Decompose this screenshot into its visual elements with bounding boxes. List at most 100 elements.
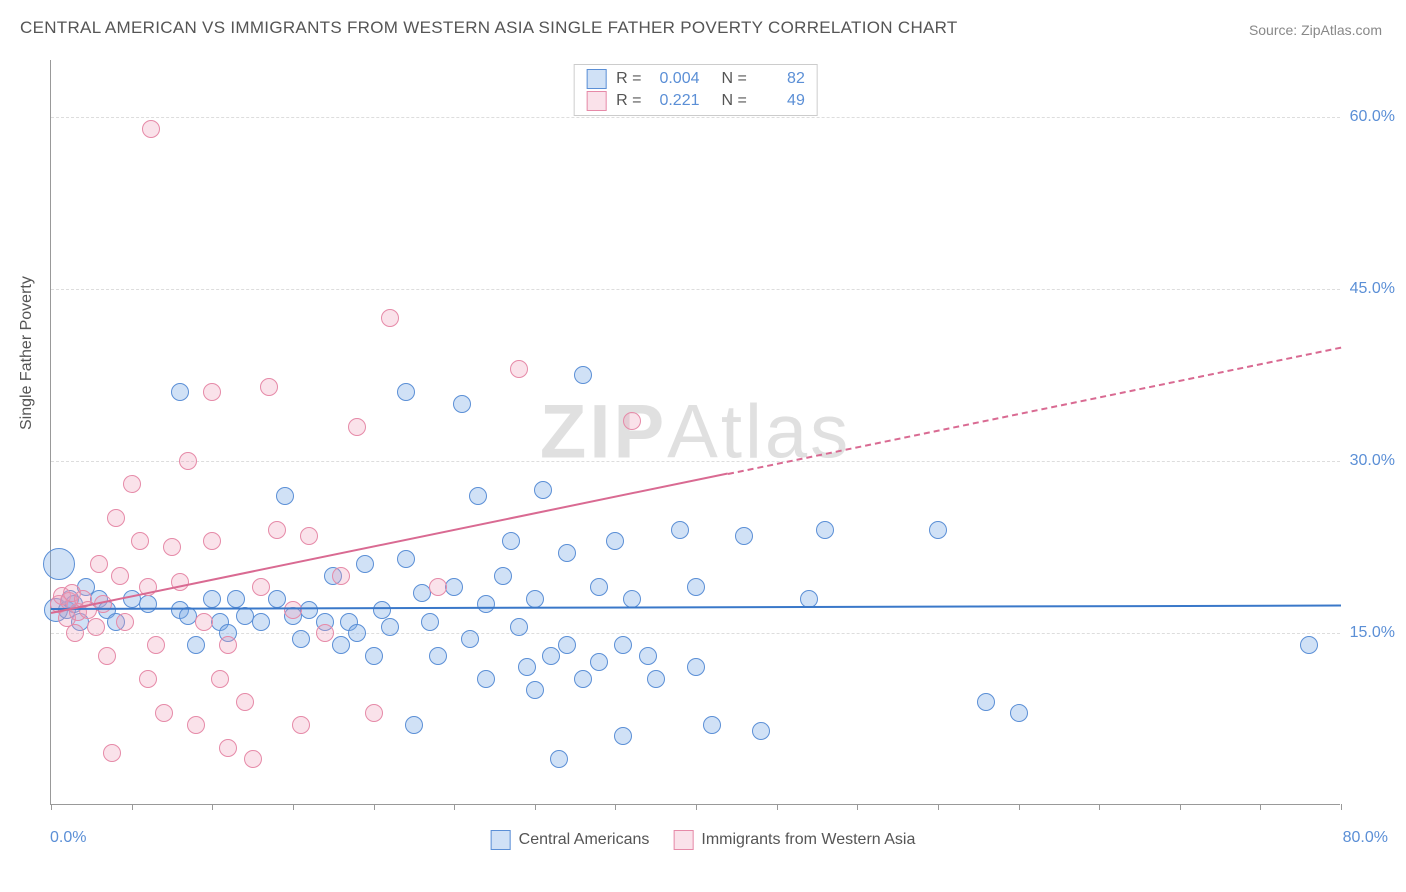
y-axis-tick: 45.0% (1350, 280, 1395, 298)
data-point (365, 704, 383, 722)
data-point (502, 532, 520, 550)
y-axis-tick: 15.0% (1350, 624, 1395, 642)
swatch-pink-icon (673, 830, 693, 850)
data-point (300, 527, 318, 545)
n-value-pink: 49 (757, 92, 805, 110)
data-point (606, 532, 624, 550)
data-point (550, 750, 568, 768)
data-point (469, 487, 487, 505)
data-point (227, 590, 245, 608)
data-point (526, 590, 544, 608)
x-axis-tick-mark (1099, 804, 1100, 810)
y-axis-tick: 60.0% (1350, 108, 1395, 126)
x-axis-tick-mark (535, 804, 536, 810)
legend-stats-row-pink: R = 0.221 N = 49 (586, 91, 805, 111)
chart-plot-area: ZIPAtlas R = 0.004 N = 82 R = 0.221 N = … (50, 60, 1340, 805)
data-point (1010, 704, 1028, 722)
data-point (139, 595, 157, 613)
data-point (977, 693, 995, 711)
r-value-blue: 0.004 (652, 70, 700, 88)
r-label: R = (616, 70, 641, 88)
n-label: N = (722, 70, 747, 88)
data-point (356, 555, 374, 573)
x-axis-tick-mark (777, 804, 778, 810)
data-point (687, 658, 705, 676)
trend-line (728, 347, 1341, 475)
data-point (292, 716, 310, 734)
data-point (453, 395, 471, 413)
data-point (639, 647, 657, 665)
data-point (477, 595, 495, 613)
data-point (103, 744, 121, 762)
x-axis-tick-mark (696, 804, 697, 810)
x-axis-tick-mark (938, 804, 939, 810)
data-point (236, 693, 254, 711)
gridline (51, 117, 1340, 118)
data-point (429, 578, 447, 596)
x-axis-tick-max: 80.0% (1343, 829, 1388, 847)
data-point (284, 601, 302, 619)
legend-stats-row-blue: R = 0.004 N = 82 (586, 69, 805, 89)
y-axis-tick: 30.0% (1350, 452, 1395, 470)
data-point (381, 618, 399, 636)
data-point (203, 532, 221, 550)
data-point (735, 527, 753, 545)
data-point (373, 601, 391, 619)
data-point (574, 670, 592, 688)
data-point (494, 567, 512, 585)
r-label: R = (616, 92, 641, 110)
data-point (111, 567, 129, 585)
data-point (1300, 636, 1318, 654)
data-point (703, 716, 721, 734)
swatch-blue-icon (491, 830, 511, 850)
gridline (51, 633, 1340, 634)
data-point (381, 309, 399, 327)
data-point (260, 378, 278, 396)
legend-series-box: Central Americans Immigrants from Wester… (491, 830, 916, 850)
data-point (929, 521, 947, 539)
data-point (752, 722, 770, 740)
data-point (147, 636, 165, 654)
gridline (51, 289, 1340, 290)
x-axis-tick-mark (132, 804, 133, 810)
data-point (445, 578, 463, 596)
legend-series-pink: Immigrants from Western Asia (673, 830, 915, 850)
data-point (123, 475, 141, 493)
data-point (187, 636, 205, 654)
swatch-pink-icon (586, 91, 606, 111)
gridline (51, 461, 1340, 462)
data-point (155, 704, 173, 722)
data-point (590, 653, 608, 671)
data-point (405, 716, 423, 734)
data-point (590, 578, 608, 596)
data-point (244, 750, 262, 768)
x-axis-tick-mark (293, 804, 294, 810)
data-point (623, 412, 641, 430)
data-point (43, 548, 75, 580)
x-axis-tick-mark (615, 804, 616, 810)
data-point (421, 613, 439, 631)
data-point (276, 487, 294, 505)
legend-label-blue: Central Americans (519, 831, 650, 849)
data-point (647, 670, 665, 688)
x-axis-tick-mark (374, 804, 375, 810)
data-point (332, 567, 350, 585)
data-point (526, 681, 544, 699)
data-point (87, 618, 105, 636)
data-point (365, 647, 383, 665)
data-point (139, 670, 157, 688)
data-point (211, 670, 229, 688)
data-point (348, 418, 366, 436)
source-attribution: Source: ZipAtlas.com (1249, 22, 1382, 38)
data-point (518, 658, 536, 676)
legend-stats-box: R = 0.004 N = 82 R = 0.221 N = 49 (573, 64, 818, 116)
data-point (252, 613, 270, 631)
data-point (477, 670, 495, 688)
data-point (219, 636, 237, 654)
trend-line (51, 604, 1341, 609)
chart-title: CENTRAL AMERICAN VS IMMIGRANTS FROM WEST… (20, 18, 958, 38)
data-point (574, 366, 592, 384)
data-point (671, 521, 689, 539)
data-point (163, 538, 181, 556)
data-point (252, 578, 270, 596)
